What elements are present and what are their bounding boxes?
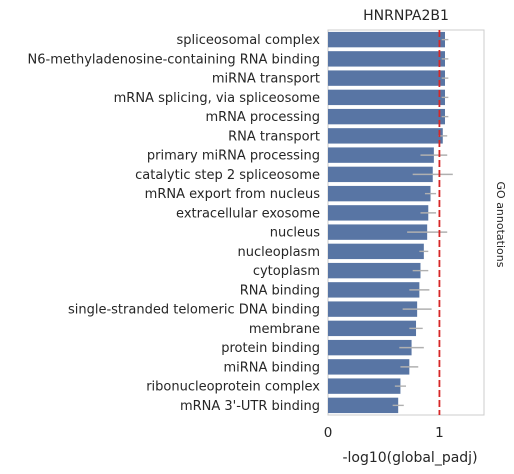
bar bbox=[328, 31, 445, 48]
bar bbox=[328, 70, 445, 86]
category-label: mRNA export from nucleus bbox=[145, 187, 321, 202]
category-label: miRNA transport bbox=[212, 72, 320, 87]
category-label: nucleoplasm bbox=[238, 245, 320, 260]
category-label: RNA binding bbox=[240, 283, 320, 298]
bar bbox=[328, 397, 399, 414]
category-label: nucleus bbox=[270, 226, 320, 241]
category-label: RNA transport bbox=[228, 129, 320, 144]
bar bbox=[328, 224, 428, 240]
category-label: cytoplasm bbox=[253, 264, 320, 279]
x-axis-label: -log10(global_padj) bbox=[342, 450, 477, 466]
bar bbox=[328, 378, 401, 394]
bar bbox=[328, 339, 412, 356]
bar bbox=[328, 185, 431, 202]
category-label: mRNA processing bbox=[205, 110, 320, 125]
category-label: ribonucleoprotein complex bbox=[146, 380, 320, 395]
bar bbox=[328, 128, 443, 144]
category-label: primary miRNA processing bbox=[147, 149, 320, 164]
error-bars-layer bbox=[392, 38, 453, 407]
bar bbox=[328, 359, 410, 375]
category-label: mRNA splicing, via spliceosome bbox=[114, 91, 320, 106]
category-label: extracellular exosome bbox=[176, 206, 320, 221]
category-label: catalytic step 2 spliceosome bbox=[135, 168, 320, 183]
category-label: spliceosomal complex bbox=[176, 33, 320, 48]
bar bbox=[328, 108, 445, 125]
bar bbox=[328, 166, 433, 183]
plot-frame bbox=[327, 29, 485, 416]
chart-title: HNRNPA2B1 bbox=[363, 8, 449, 24]
bar bbox=[328, 301, 418, 317]
category-labels: spliceosomal complex N6-methyladenosine-c… bbox=[28, 33, 321, 414]
bar bbox=[328, 51, 445, 67]
bars-layer bbox=[328, 31, 445, 414]
bar bbox=[328, 282, 420, 298]
bar bbox=[328, 320, 417, 337]
bar bbox=[328, 243, 424, 260]
side-label: GO annotations bbox=[494, 182, 507, 268]
category-label: N6-methyladenosine-containing RNA bindin… bbox=[28, 52, 320, 67]
category-label: protein binding bbox=[221, 341, 320, 356]
x-tick-label: 0 bbox=[324, 425, 333, 441]
bar bbox=[328, 262, 421, 279]
bar bbox=[328, 147, 434, 163]
category-label: miRNA binding bbox=[223, 360, 320, 375]
category-label: mRNA 3'-UTR binding bbox=[180, 399, 320, 414]
x-tick-label: 1 bbox=[435, 425, 444, 441]
category-label: single-stranded telomeric DNA binding bbox=[68, 303, 320, 318]
category-label: membrane bbox=[249, 322, 320, 337]
bar bbox=[328, 205, 429, 221]
bar bbox=[328, 89, 445, 106]
